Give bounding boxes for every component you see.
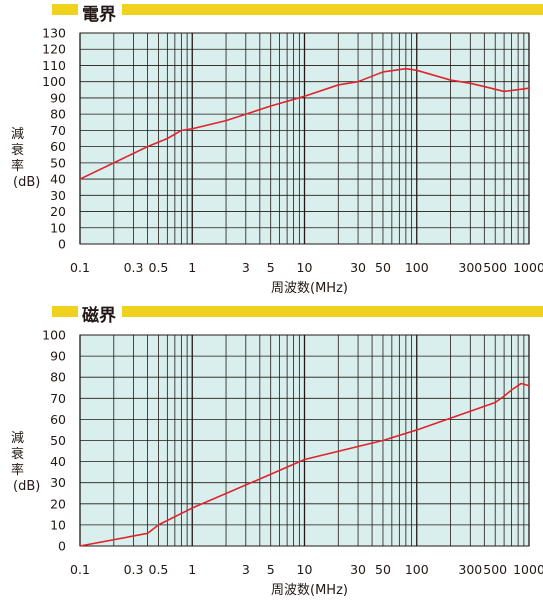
chart0-y-axis-label: (dB) <box>13 175 40 190</box>
chart0-ytick-label: 120 <box>42 42 66 57</box>
chart0-title-banner <box>52 4 543 15</box>
chart1-xtick-label: 1000 <box>513 562 543 577</box>
chart0-ytick-label: 0 <box>58 237 66 252</box>
chart0-y-axis-label: 減 <box>11 126 24 142</box>
chart1-ytick-label: 0 <box>58 539 66 554</box>
chart1-ytick-label: 80 <box>50 370 66 385</box>
chart1-xtick-label: 300 <box>458 562 482 577</box>
chart0-y-axis-label: 率 <box>11 158 24 174</box>
chart1-title: 磁界 <box>82 305 116 326</box>
chart0-xtick-label: 1000 <box>513 260 543 275</box>
chart1-xtick-label: 100 <box>405 562 429 577</box>
chart1-xtick-label: 3 <box>242 562 250 577</box>
chart0-ytick-label: 60 <box>50 139 66 154</box>
chart1-ytick-label: 10 <box>50 517 66 532</box>
chart0-ytick-label: 100 <box>42 74 66 89</box>
chart1-xtick-label: 1 <box>188 562 196 577</box>
chart1-x-axis-label: 周波数(MHz) <box>271 583 348 598</box>
chart1-y-axis-label: 減 <box>11 430 24 446</box>
chart1-ytick-label: 20 <box>50 496 66 511</box>
chart1-ytick-label: 50 <box>50 433 66 448</box>
chart0-xtick-label: 3 <box>242 260 250 275</box>
chart0-xtick-label: 300 <box>458 260 482 275</box>
chart1-ytick-label: 40 <box>50 454 66 469</box>
chart0-ytick-label: 40 <box>50 172 66 187</box>
chart1-y-axis-label: 衰 <box>11 446 24 462</box>
chart0-ytick-label: 110 <box>42 58 66 73</box>
chart0-y-axis-label: 衰 <box>11 142 24 158</box>
chart0-x-axis-label: 周波数(MHz) <box>271 281 348 296</box>
chart0-xtick-label: 0.1 <box>70 260 90 275</box>
chart1-xtick-label: 50 <box>375 562 391 577</box>
chart1-xtick-label: 5 <box>267 562 275 577</box>
chart1-xtick-label: 500 <box>483 562 507 577</box>
chart1-ytick-label: 90 <box>50 349 66 364</box>
chart0-title-backdrop <box>78 0 122 19</box>
chart0-xtick-label: 5 <box>267 260 275 275</box>
chart1-ytick-label: 30 <box>50 475 66 490</box>
chart0-ytick-label: 70 <box>50 123 66 138</box>
chart0-xtick-label: 500 <box>483 260 507 275</box>
chart0-ytick-label: 30 <box>50 188 66 203</box>
chart1-title-backdrop <box>78 302 122 321</box>
chart1-xtick-label: 0.3 <box>124 562 144 577</box>
chart0-ytick-label: 50 <box>50 155 66 170</box>
chart0-xtick-label: 100 <box>405 260 429 275</box>
chart0-ytick-label: 80 <box>50 107 66 122</box>
chart0-xtick-label: 50 <box>375 260 391 275</box>
chart0-xtick-label: 30 <box>350 260 366 275</box>
chart1-xtick-label: 10 <box>297 562 313 577</box>
chart1-xtick-label: 0.1 <box>70 562 90 577</box>
chart1-y-axis-label: (dB) <box>13 479 40 494</box>
chart0-ytick-label: 90 <box>50 90 66 105</box>
chart0-xtick-label: 0.5 <box>149 260 169 275</box>
chart0-title: 電界 <box>82 5 116 25</box>
chart1-ytick-label: 100 <box>42 328 66 343</box>
chart0-ytick-label: 10 <box>50 220 66 235</box>
chart1-ytick-label: 60 <box>50 412 66 427</box>
chart0-ytick-label: 130 <box>42 26 66 41</box>
chart0-xtick-label: 1 <box>188 260 196 275</box>
chart0-ytick-label: 20 <box>50 204 66 219</box>
chart0-xtick-label: 0.3 <box>124 260 144 275</box>
chart1-y-axis-label: 率 <box>11 462 24 478</box>
chart1-xtick-label: 0.5 <box>149 562 169 577</box>
chart1-title-banner <box>52 306 543 317</box>
chart1-xtick-label: 30 <box>350 562 366 577</box>
chart1-ytick-label: 70 <box>50 391 66 406</box>
chart0-xtick-label: 10 <box>297 260 313 275</box>
